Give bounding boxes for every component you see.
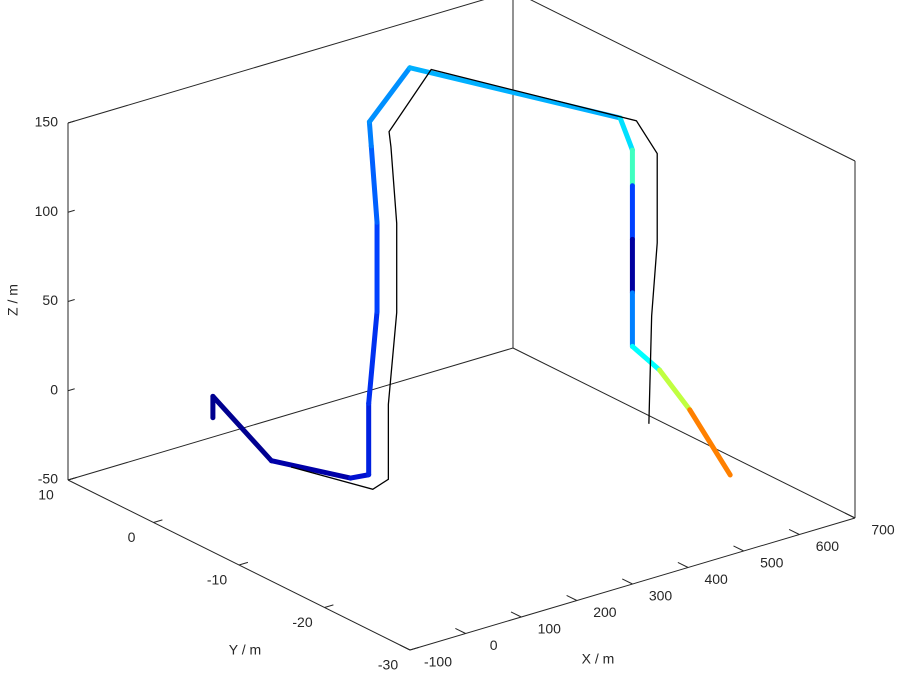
- x-tick: [510, 611, 522, 618]
- x-tick-label: 600: [816, 538, 840, 554]
- y-tick-label: -30: [378, 657, 398, 673]
- x-tick: [788, 528, 800, 535]
- x-tick-label: 300: [649, 588, 673, 604]
- x-tick: [677, 561, 689, 568]
- x-tick-label: 0: [490, 637, 498, 653]
- y-tick: [409, 646, 420, 651]
- reference-trajectory: [290, 68, 658, 490]
- y-tick: [238, 561, 249, 566]
- z-tick-label: 50: [42, 292, 58, 308]
- trajectory-segment: [366, 65, 413, 125]
- y-tick-label: -20: [292, 614, 312, 630]
- x-tick-label: 400: [704, 571, 728, 587]
- z-tick: [67, 477, 75, 481]
- x-tick: [399, 644, 411, 651]
- x-tick-label: 700: [871, 522, 895, 538]
- axis-box-edge: [512, 347, 856, 519]
- trajectory-segment: [629, 343, 663, 373]
- y-tick-label: 10: [38, 487, 54, 503]
- axis-box-edge: [67, 0, 485, 124]
- z-tick: [67, 388, 75, 392]
- x-tick: [455, 627, 466, 634]
- trajectory-segment: [657, 367, 693, 413]
- trajectory-segment: [687, 407, 733, 478]
- x-tick-label: 500: [760, 555, 784, 571]
- x-tick: [566, 594, 578, 601]
- axis-box-edge: [529, 0, 856, 162]
- z-tick: [67, 120, 75, 124]
- z-tick: [67, 299, 75, 302]
- trajectory-segment: [617, 115, 635, 153]
- y-tick: [153, 519, 163, 523]
- trajectory-segment: [268, 458, 354, 481]
- x-tick: [844, 512, 856, 519]
- x-tick-label: -100: [424, 654, 452, 670]
- z-tick-label: 150: [35, 114, 59, 130]
- axis-box-edge: [67, 347, 514, 481]
- z-tick-label: -50: [38, 471, 58, 487]
- z-tick-label: 0: [50, 381, 58, 397]
- trajectory-segment: [366, 119, 374, 149]
- y-tick-label: -10: [207, 572, 227, 588]
- trajectory-segment: [407, 65, 623, 121]
- x-axis-label: X / m: [582, 651, 615, 667]
- trajectory-segment: [348, 472, 372, 481]
- trajectory-segment: [210, 393, 274, 464]
- z-tick-label: 100: [35, 203, 59, 219]
- x-tick-label: 100: [538, 621, 562, 637]
- z-axis-label: Z / m: [5, 284, 21, 316]
- z-tick: [67, 209, 75, 213]
- x-tick: [622, 578, 633, 585]
- trajectory-segment: [368, 143, 380, 225]
- trajectory-segment: [366, 309, 380, 406]
- y-axis-label: Y / m: [229, 642, 261, 658]
- x-tick: [733, 545, 744, 552]
- y-tick: [324, 604, 334, 608]
- y-tick-label: 0: [128, 529, 136, 545]
- x-tick-label: 200: [593, 604, 617, 620]
